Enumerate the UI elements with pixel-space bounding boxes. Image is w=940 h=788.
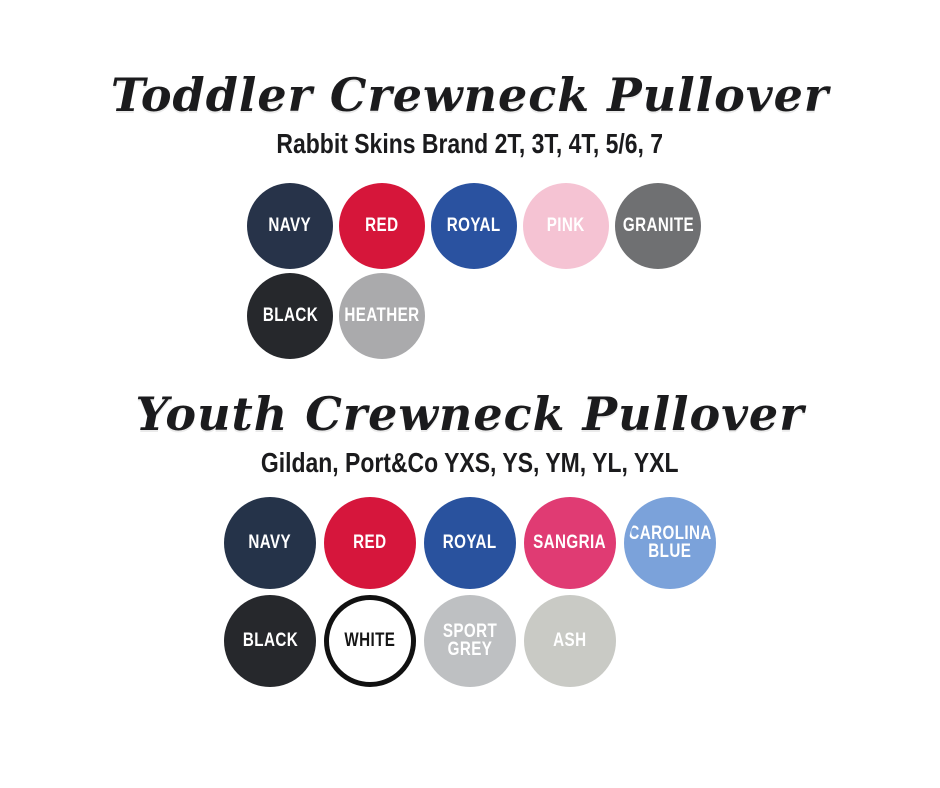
color-swatch-royal: ROYAL (424, 496, 516, 589)
color-swatch-granite: GRANITE (615, 183, 701, 270)
color-swatch-black: BLACK (224, 594, 316, 687)
section-subtitle-youth: Gildan, Port&Co YXS, YS, YM, YL, YXL (0, 446, 940, 479)
youth-swatch-grid: NAVY RED ROYAL SANGRIA CAROLINA BLUE BLA… (224, 496, 716, 690)
section-title-youth: Youth Crewneck Pullover (135, 387, 805, 442)
color-swatch-heather: HEATHER (339, 273, 425, 360)
color-swatch-carolina-blue: CAROLINA BLUE (624, 496, 716, 589)
color-swatch-label: RED (353, 531, 387, 553)
color-swatch-sangria: SANGRIA (524, 496, 616, 589)
color-swatch-navy: NAVY (247, 183, 333, 270)
color-swatch-label: HEATHER (344, 305, 420, 327)
color-swatch-label: SANGRIA (533, 531, 607, 553)
color-swatch-label: NAVY (268, 215, 312, 237)
section-youth: Youth Crewneck Pullover Gildan, Port&Co … (0, 389, 940, 689)
color-swatch-label: NAVY (248, 531, 292, 553)
color-swatch-label: RED (365, 215, 399, 237)
color-swatch-royal: ROYAL (431, 183, 517, 270)
color-swatch-label: SPORT GREY (442, 620, 498, 660)
color-swatch-sport-grey: SPORT GREY (424, 594, 516, 687)
youth-swatch-row-2: BLACK WHITE SPORT GREY ASH (224, 594, 616, 687)
color-swatch-red: RED (324, 496, 416, 589)
color-swatch-label: PINK (547, 215, 585, 237)
color-swatch-label: BLACK (242, 629, 298, 651)
color-swatch-white: WHITE (324, 594, 416, 687)
section-subtitle-toddler: Rabbit Skins Brand 2T, 3T, 4T, 5/6, 7 (0, 127, 940, 160)
color-swatch-label: GRANITE (622, 215, 694, 237)
color-swatch-red: RED (339, 183, 425, 270)
section-subtitle-youth-text: Gildan, Port&Co YXS, YS, YM, YL, YXL (261, 446, 679, 478)
color-swatch-ash: ASH (524, 594, 616, 687)
color-swatch-label: ASH (553, 629, 587, 651)
color-swatch-label: ROYAL (443, 531, 497, 553)
color-swatch-black: BLACK (247, 273, 333, 360)
section-subtitle-toddler-text: Rabbit Skins Brand 2T, 3T, 4T, 5/6, 7 (276, 127, 664, 159)
color-swatch-label: ROYAL (447, 215, 501, 237)
color-swatch-label: WHITE (344, 629, 396, 651)
color-swatch-navy: NAVY (224, 496, 316, 589)
color-swatch-pink: PINK (523, 183, 609, 270)
color-swatch-label: CAROLINA BLUE (628, 522, 713, 562)
toddler-swatch-row-2: BLACK HEATHER (247, 273, 425, 360)
section-title-toddler: Toddler Crewneck Pullover (110, 68, 830, 122)
toddler-swatch-row-1: NAVY RED ROYAL PINK GRANITE (247, 183, 701, 270)
toddler-swatch-grid: NAVY RED ROYAL PINK GRANITE BLACK (247, 183, 701, 361)
youth-swatch-row-1: NAVY RED ROYAL SANGRIA CAROLINA BLUE (224, 496, 716, 589)
color-swatch-label: BLACK (262, 305, 318, 327)
section-toddler: Toddler Crewneck Pullover Rabbit Skins B… (0, 70, 940, 361)
